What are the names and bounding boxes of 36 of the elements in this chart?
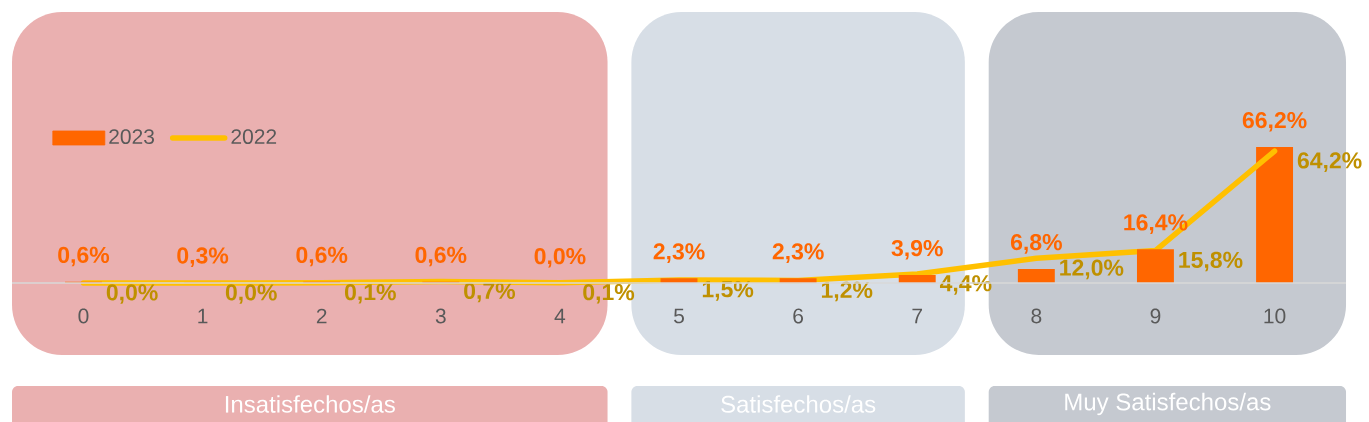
x-tick-label: 4: [554, 308, 566, 324]
data-label: 1,5%: [702, 281, 754, 301]
data-label: 2,3%: [653, 243, 705, 263]
x-tick-label: 8: [1031, 308, 1042, 324]
data-label: 64,2%: [1297, 152, 1362, 172]
data-label: 0,6%: [415, 246, 467, 267]
x-tick-label: 9: [1150, 308, 1161, 324]
legend-label: 2023: [109, 129, 154, 145]
legend-label: 2022: [231, 129, 277, 145]
data-label: 0,1%: [583, 283, 635, 304]
band-label: Muy Satisfechos/as: [1065, 392, 1271, 416]
data-label: 0,6%: [58, 246, 110, 267]
data-label: 6,8%: [1010, 234, 1062, 254]
data-label: 0,7%: [464, 282, 516, 303]
x-tick-label: 10: [1264, 308, 1286, 324]
x-tick-label: 1: [198, 308, 208, 324]
data-label: 66,2%: [1242, 111, 1307, 132]
x-tick-label: 0: [78, 308, 89, 324]
data-label: 0,0%: [534, 247, 586, 268]
data-label: 0,1%: [344, 283, 396, 304]
x-tick-label: 3: [435, 308, 446, 324]
data-label: 0,0%: [106, 284, 158, 304]
data-label: 2,3%: [772, 243, 824, 263]
data-label: 15,8%: [1179, 251, 1243, 272]
x-tick-label: 5: [674, 308, 684, 324]
data-label: 0,3%: [177, 247, 229, 267]
data-label: 3,9%: [891, 239, 943, 260]
x-tick-label: 2: [316, 308, 327, 324]
x-tick-label: 7: [912, 308, 923, 324]
data-label: 12,0%: [1060, 259, 1124, 280]
data-label: 1,2%: [821, 281, 873, 302]
data-label: 4,4%: [939, 275, 992, 295]
x-tick-label: 6: [793, 308, 804, 324]
band-label: Insatisfechos/as: [225, 395, 395, 413]
data-label: 0,0%: [225, 284, 277, 304]
data-label: 0,6%: [296, 246, 348, 267]
